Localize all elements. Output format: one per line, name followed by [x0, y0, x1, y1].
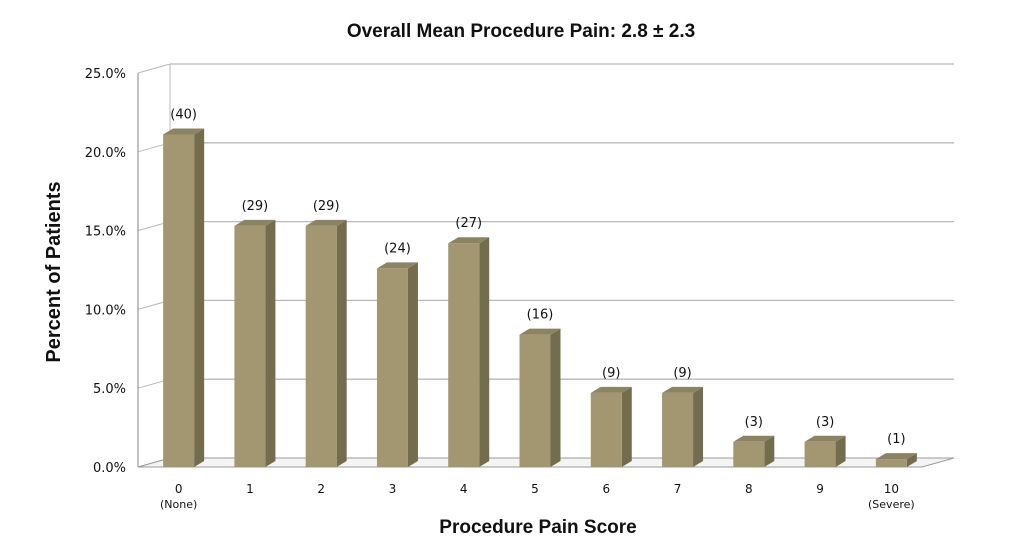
y-tick-label: 20.0%: [85, 146, 126, 161]
bar: (9): [662, 366, 704, 467]
x-tick-label: 8: [745, 482, 753, 496]
x-tick-label: 7: [674, 482, 682, 496]
bar: (1): [875, 432, 917, 467]
data-label: (29): [313, 199, 340, 214]
y-tick-label: 5.0%: [93, 382, 126, 397]
bar-top: [448, 237, 490, 244]
bar: (3): [733, 415, 775, 467]
y-tick-label: 10.0%: [85, 303, 126, 318]
bar-top: [804, 435, 846, 442]
bar: (29): [305, 199, 347, 467]
bar-side: [265, 219, 276, 467]
bar-side: [336, 219, 347, 467]
bar-front: [234, 225, 266, 467]
bar-side: [479, 237, 490, 467]
bar-front: [376, 268, 408, 467]
data-label: (3): [816, 415, 834, 430]
bar-side: [764, 435, 775, 467]
bar-front: [733, 441, 765, 467]
bar-top: [519, 328, 561, 335]
gridline-connector: [137, 63, 171, 74]
bar-front: [305, 225, 337, 467]
x-tick-label: 10: [884, 482, 899, 496]
bar-front: [163, 134, 195, 468]
bar-top: [590, 386, 632, 393]
bar-top: [234, 219, 276, 226]
bar-top: [733, 435, 775, 442]
x-tick-label: 3: [389, 482, 397, 496]
x-tick-sublabel: (Severe): [868, 498, 915, 511]
data-label: (16): [527, 308, 554, 323]
x-axis-ticks: 0 (None) 1 2 3 4 5 6 7 8 9 10 (Severe): [160, 482, 915, 511]
bars: (40) (29) (29) (24) (27) (16) (9) (9) (3) (3) (1): [163, 107, 917, 468]
x-tick-label: 6: [602, 482, 610, 496]
data-label: (27): [455, 216, 482, 231]
bar-front: [448, 243, 480, 467]
bar-side: [550, 328, 561, 467]
data-label: (9): [673, 366, 691, 381]
bar-front: [662, 392, 694, 467]
gridlines: [137, 63, 954, 468]
data-label: (1): [887, 432, 905, 447]
x-tick-sublabel: (None): [160, 498, 197, 511]
bar-top: [376, 262, 418, 269]
x-axis-label: Procedure Pain Score: [439, 517, 636, 538]
bar-side: [407, 262, 418, 467]
bar: (3): [804, 415, 846, 467]
bar-side: [835, 435, 846, 467]
bar: (27): [448, 216, 490, 467]
bar-top: [875, 453, 917, 460]
y-axis-ticks: 0.0% 5.0% 10.0% 15.0% 20.0% 25.0%: [85, 67, 126, 476]
x-tick-label: 4: [460, 482, 468, 496]
bar-top: [305, 219, 347, 226]
bar: (29): [234, 199, 276, 467]
data-label: (3): [745, 415, 763, 430]
bar-side: [693, 386, 704, 467]
data-label: (24): [384, 241, 411, 256]
x-tick-label: 5: [531, 482, 539, 496]
data-label: (29): [242, 199, 269, 214]
x-tick-label: 0: [175, 482, 183, 496]
x-tick-label: 2: [317, 482, 325, 496]
bar-top: [163, 128, 205, 135]
bar: (16): [519, 308, 561, 467]
bar: (9): [590, 366, 632, 467]
bar-side: [906, 453, 917, 467]
bar-front: [519, 334, 551, 467]
bar-side: [194, 128, 205, 468]
bar: (24): [376, 241, 418, 467]
x-tick-label: 9: [816, 482, 824, 496]
data-label: (9): [602, 366, 620, 381]
bar: (40): [163, 107, 205, 468]
bar-side: [621, 386, 632, 467]
y-tick-label: 0.0%: [93, 461, 126, 476]
y-axis-label: Percent of Patients: [43, 181, 65, 362]
y-tick-label: 15.0%: [85, 225, 126, 240]
bar-front: [804, 441, 836, 467]
x-tick-label: 1: [246, 482, 254, 496]
data-label: (40): [170, 107, 197, 122]
y-tick-label: 25.0%: [85, 67, 126, 82]
chart-title: Overall Mean Procedure Pain: 2.8 ± 2.3: [347, 21, 695, 42]
bar-front: [590, 392, 622, 467]
bar-front: [875, 459, 907, 467]
bar-top: [662, 386, 704, 393]
